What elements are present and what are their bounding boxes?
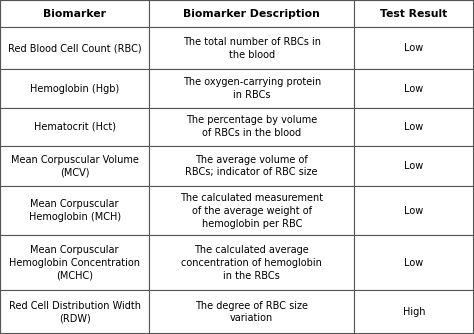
Text: The total number of RBCs in
the blood: The total number of RBCs in the blood (182, 37, 321, 60)
Text: Mean Corpuscular
Hemoglobin Concentration
(MCHC): Mean Corpuscular Hemoglobin Concentratio… (9, 245, 140, 281)
Text: Red Cell Distribution Width
(RDW): Red Cell Distribution Width (RDW) (9, 301, 141, 324)
Text: The average volume of
RBCs; indicator of RBC size: The average volume of RBCs; indicator of… (185, 155, 318, 177)
Text: Low: Low (404, 43, 424, 53)
Text: Biomarker: Biomarker (43, 9, 106, 19)
Bar (0, 69, 149, 108)
Bar (354, 69, 474, 108)
Text: Biomarker Description: Biomarker Description (183, 9, 320, 19)
Text: Red Blood Cell Count (RBC): Red Blood Cell Count (RBC) (8, 43, 141, 53)
Text: Low: Low (404, 258, 424, 268)
Text: Mean Corpuscular
Hemoglobin (MCH): Mean Corpuscular Hemoglobin (MCH) (28, 199, 121, 222)
Bar (0, 0, 149, 27)
Text: The calculated average
concentration of hemoglobin
in the RBCs: The calculated average concentration of … (181, 245, 322, 281)
Bar (354, 27, 474, 69)
Bar (0, 108, 149, 146)
Bar (0, 235, 149, 290)
Bar (0, 146, 149, 186)
Text: Low: Low (404, 84, 424, 94)
Bar (149, 108, 354, 146)
Bar (149, 290, 354, 334)
Bar (354, 146, 474, 186)
Text: Low: Low (404, 122, 424, 132)
Bar (354, 290, 474, 334)
Bar (354, 0, 474, 27)
Bar (0, 290, 149, 334)
Bar (149, 146, 354, 186)
Text: Mean Corpuscular Volume
(MCV): Mean Corpuscular Volume (MCV) (11, 155, 138, 177)
Bar (149, 186, 354, 235)
Bar (149, 27, 354, 69)
Bar (149, 69, 354, 108)
Text: Low: Low (404, 206, 424, 216)
Bar (0, 27, 149, 69)
Text: The degree of RBC size
variation: The degree of RBC size variation (195, 301, 308, 324)
Text: The calculated measurement
of the average weight of
hemoglobin per RBC: The calculated measurement of the averag… (180, 193, 323, 228)
Bar (149, 0, 354, 27)
Text: Low: Low (404, 161, 424, 171)
Bar (354, 235, 474, 290)
Bar (149, 235, 354, 290)
Bar (354, 108, 474, 146)
Text: Hemoglobin (Hgb): Hemoglobin (Hgb) (30, 84, 119, 94)
Bar (0, 186, 149, 235)
Text: Hematocrit (Hct): Hematocrit (Hct) (34, 122, 116, 132)
Bar (354, 186, 474, 235)
Text: The oxygen-carrying protein
in RBCs: The oxygen-carrying protein in RBCs (182, 77, 321, 100)
Text: The percentage by volume
of RBCs in the blood: The percentage by volume of RBCs in the … (186, 116, 317, 138)
Text: High: High (403, 307, 425, 317)
Text: Test Result: Test Result (381, 9, 447, 19)
